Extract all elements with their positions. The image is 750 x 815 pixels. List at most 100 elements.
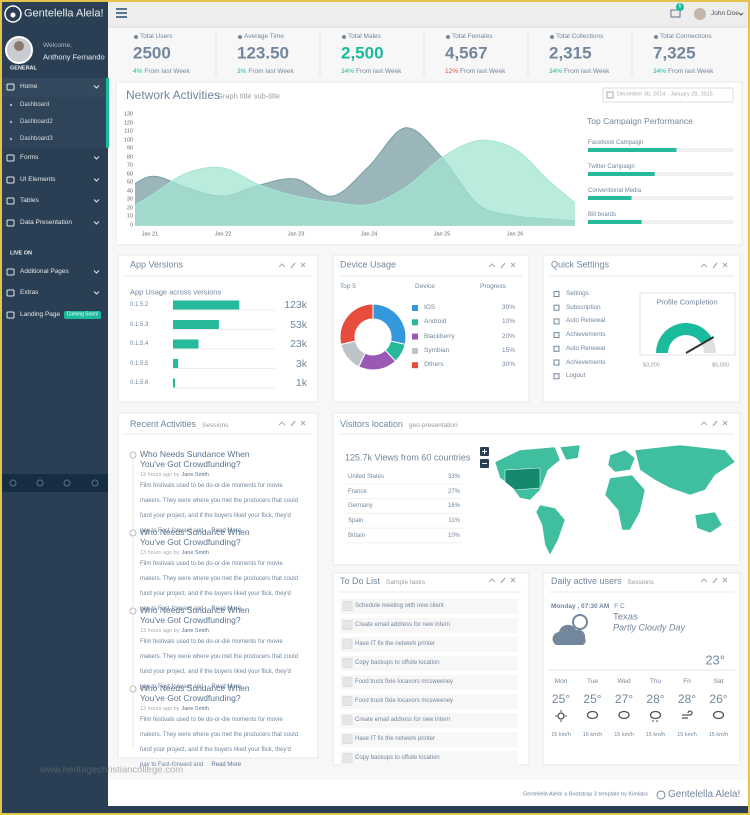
change: 3% bbox=[237, 68, 247, 75]
x-tick-label: Jan 26 bbox=[506, 231, 524, 238]
submenu-item[interactable]: Dashboard bbox=[20, 102, 50, 108]
meta: 13 hours ago by bbox=[140, 472, 180, 478]
setting-link[interactable]: Subscription bbox=[566, 303, 601, 311]
setting-icon bbox=[553, 332, 560, 339]
bar bbox=[173, 339, 199, 349]
chart-title: Network Activities bbox=[126, 88, 221, 102]
progress-track bbox=[588, 196, 733, 200]
menu-item[interactable]: Extras bbox=[20, 288, 39, 296]
menu-item[interactable]: Forms bbox=[20, 153, 39, 161]
read-more[interactable]: Read More bbox=[211, 528, 242, 534]
collapse-icon[interactable] bbox=[700, 263, 708, 268]
submenu-item[interactable]: Dashboard2 bbox=[20, 119, 53, 125]
day-name: Thu bbox=[649, 677, 662, 685]
setting-link[interactable]: Auto Renewal bbox=[566, 317, 606, 325]
y-tick-label: 120 bbox=[123, 119, 133, 126]
footer-icon[interactable] bbox=[63, 479, 71, 487]
checkbox[interactable] bbox=[342, 677, 353, 687]
menu-item[interactable]: Additional Pages bbox=[20, 267, 69, 275]
author[interactable]: Jane Smith bbox=[181, 628, 209, 634]
country: United States bbox=[348, 474, 385, 480]
menu-item[interactable]: UI Elements bbox=[20, 175, 56, 183]
date-picker[interactable] bbox=[602, 87, 734, 103]
legend-label: Others bbox=[424, 360, 444, 368]
gauge-max: $5,000 bbox=[712, 362, 729, 369]
collapse-icon[interactable] bbox=[488, 263, 496, 268]
y-tick-label: 30 bbox=[126, 196, 133, 203]
donut-slice bbox=[339, 303, 374, 345]
footer-icon[interactable] bbox=[36, 479, 44, 487]
legend-swatch bbox=[412, 333, 418, 340]
todo-row bbox=[340, 713, 518, 728]
user-avatar bbox=[694, 8, 706, 20]
checkbox[interactable] bbox=[342, 715, 353, 725]
menu-item[interactable]: Data Presentation bbox=[20, 218, 73, 226]
country: France bbox=[348, 488, 367, 495]
author[interactable]: Jane Smith bbox=[181, 472, 209, 478]
collapse-icon[interactable] bbox=[488, 578, 496, 583]
activity-meta: 13 hours ago by Jane Smith bbox=[140, 464, 209, 480]
checkbox[interactable] bbox=[342, 639, 353, 649]
checkbox[interactable] bbox=[342, 734, 353, 744]
legend-label: Blackberry bbox=[424, 332, 455, 340]
close-icon bbox=[510, 577, 516, 583]
y-tick-label: 50 bbox=[126, 179, 133, 186]
todo-item: Have IT fix the network printer bbox=[355, 641, 435, 647]
checkbox[interactable] bbox=[342, 601, 353, 611]
panel bbox=[332, 254, 530, 403]
menu-item[interactable]: Home bbox=[20, 82, 38, 90]
activity-title[interactable]: Who Needs Sundance When You've Got Crowd… bbox=[140, 449, 250, 469]
todo-item: Copy backups to offsite location bbox=[355, 755, 440, 761]
setting-link[interactable]: Logout bbox=[566, 372, 586, 380]
version-label: 0.1.5.5 bbox=[130, 360, 149, 367]
progress-bar bbox=[588, 196, 632, 200]
menu-item[interactable]: Landing Page bbox=[20, 310, 61, 318]
menu-icon bbox=[6, 83, 15, 91]
user-name[interactable]: John Doe bbox=[711, 9, 739, 17]
stat-change: 34% From last Week bbox=[341, 61, 401, 77]
footer-brand: Gentelella Alela! bbox=[668, 789, 741, 800]
collapse-icon[interactable] bbox=[278, 421, 286, 426]
submenu-item[interactable]: Dashboard3 bbox=[20, 136, 53, 142]
author[interactable]: Jane Smith bbox=[181, 550, 209, 556]
weather-time: Monday , 07:30 AM F C bbox=[551, 596, 625, 612]
checkbox[interactable] bbox=[342, 753, 353, 763]
setting-link[interactable]: Achievements bbox=[566, 330, 606, 338]
setting-link[interactable]: Achievements bbox=[566, 358, 606, 366]
read-more[interactable]: Read More bbox=[211, 684, 242, 690]
menu-item[interactable]: Tables bbox=[20, 196, 39, 204]
checkbox[interactable] bbox=[342, 658, 353, 668]
legend-label: Symbian bbox=[424, 346, 450, 354]
collapse-icon[interactable] bbox=[700, 421, 708, 426]
read-more[interactable]: Read More bbox=[211, 762, 242, 768]
activity-title[interactable]: Who Needs Sundance When You've Got Crowd… bbox=[140, 683, 250, 703]
todo-item: Copy backups to offsite location bbox=[355, 660, 440, 666]
cloud bbox=[552, 624, 586, 645]
meta: 13 hours ago by bbox=[140, 706, 180, 712]
collapse-icon[interactable] bbox=[700, 578, 708, 583]
read-more[interactable]: Read More bbox=[211, 606, 242, 612]
legend-label: IOS bbox=[424, 303, 436, 311]
activity-title[interactable]: Who Needs Sundance When You've Got Crowd… bbox=[140, 527, 250, 547]
day-temp: 27° bbox=[614, 692, 634, 706]
checkbox[interactable] bbox=[342, 696, 353, 706]
menu-active-bar bbox=[106, 78, 109, 148]
bar bbox=[173, 359, 179, 368]
day-name: Fri bbox=[683, 677, 691, 685]
setting-link[interactable]: Settings bbox=[566, 289, 589, 297]
collapse-icon[interactable] bbox=[278, 263, 286, 268]
country: Spain bbox=[348, 518, 364, 525]
watermark: www.heritagechristiancollege.com bbox=[40, 764, 184, 776]
stat-change: 12% From last Week bbox=[445, 61, 505, 77]
todo-row bbox=[340, 618, 518, 633]
checkbox[interactable] bbox=[342, 620, 353, 630]
footer-icon[interactable] bbox=[91, 479, 99, 487]
footer-icon[interactable] bbox=[9, 479, 17, 487]
menu-icon bbox=[6, 154, 15, 162]
day-icon-rain bbox=[652, 719, 658, 723]
setting-link[interactable]: Auto Renewal bbox=[566, 344, 606, 352]
activity-title[interactable]: Who Needs Sundance When You've Got Crowd… bbox=[140, 605, 250, 625]
author[interactable]: Jane Smith bbox=[181, 706, 209, 712]
y-tick-label: 40 bbox=[126, 188, 133, 195]
